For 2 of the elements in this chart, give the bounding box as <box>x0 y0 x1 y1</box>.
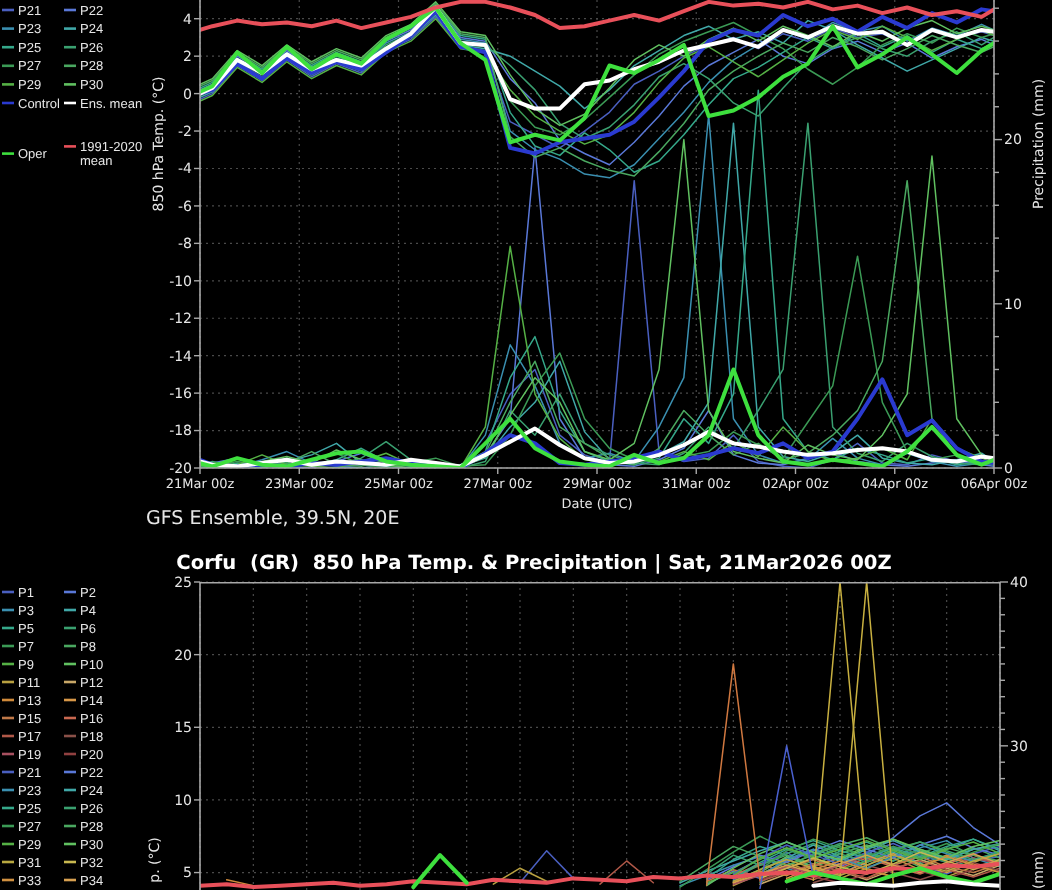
text: GFS Ensemble, 39.5N, 20E <box>146 508 400 530</box>
chart-title: Corfu (GR) 850 hPa Temp. & Precipitation | Sat, 21Mar2026 00Z <box>176 552 892 575</box>
